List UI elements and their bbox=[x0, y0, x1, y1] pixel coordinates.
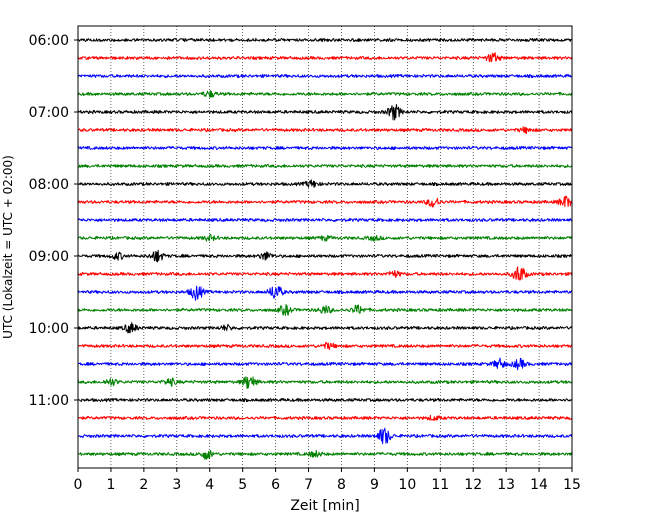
trace-1145 bbox=[77, 449, 573, 460]
y-axis-ticks: 06:00 07:00 08:00 09:00 10:00 11:00 bbox=[29, 33, 78, 409]
x-tick-label: 4 bbox=[205, 477, 214, 493]
y-tick-label: 08:00 bbox=[29, 177, 69, 193]
x-tick-label: 14 bbox=[530, 477, 548, 493]
x-tick-label: 12 bbox=[464, 477, 482, 493]
trace-1000 bbox=[77, 322, 573, 334]
trace-0730 bbox=[77, 145, 573, 151]
trace-0930 bbox=[77, 285, 573, 301]
y-tick-label: 11:00 bbox=[29, 393, 69, 409]
trace-1045 bbox=[77, 376, 573, 389]
trace-1100 bbox=[77, 397, 573, 403]
x-tick-label: 7 bbox=[304, 477, 313, 493]
trace-0715 bbox=[77, 126, 573, 135]
trace-0845 bbox=[77, 233, 573, 242]
x-tick-label: 9 bbox=[370, 477, 379, 493]
x-tick-label: 0 bbox=[74, 477, 83, 493]
y-tick-label: 07:00 bbox=[29, 105, 69, 121]
x-tick-label: 11 bbox=[431, 477, 449, 493]
x-axis-ticks: 0 1 2 3 4 5 6 7 8 9 10 11 12 13 14 15 bbox=[74, 468, 581, 493]
trace-0615 bbox=[77, 52, 573, 63]
plot-frame bbox=[77, 25, 573, 469]
x-tick-label: 6 bbox=[271, 477, 280, 493]
x-tick-label: 2 bbox=[139, 477, 148, 493]
x-tick-label: 15 bbox=[563, 477, 581, 493]
y-axis-title: UTC (Lokalzeit = UTC + 02:00) bbox=[1, 155, 15, 339]
trace-0745 bbox=[77, 163, 573, 169]
x-tick-label: 8 bbox=[337, 477, 346, 493]
y-tick-label: 10:00 bbox=[29, 321, 69, 337]
x-tick-label: 3 bbox=[172, 477, 181, 493]
trace-0830 bbox=[77, 217, 573, 223]
trace-1115 bbox=[77, 414, 573, 421]
trace-0815 bbox=[77, 195, 573, 208]
trace-1130 bbox=[77, 427, 573, 445]
y-tick-label: 09:00 bbox=[29, 249, 69, 265]
trace-0945 bbox=[77, 303, 573, 316]
trace-0900 bbox=[77, 249, 573, 263]
trace-1015 bbox=[77, 341, 573, 351]
trace-0915 bbox=[77, 266, 573, 281]
x-tick-label: 10 bbox=[398, 477, 416, 493]
y-tick-label: 06:00 bbox=[29, 33, 69, 49]
trace-0700 bbox=[77, 104, 573, 121]
trace-0800 bbox=[77, 179, 573, 188]
x-tick-label: 5 bbox=[238, 477, 247, 493]
trace-0630 bbox=[77, 73, 573, 79]
trace-1030 bbox=[77, 357, 573, 371]
trace-lines bbox=[77, 37, 573, 460]
x-axis-title: Zeit [min] bbox=[290, 498, 359, 514]
x-tick-label: 13 bbox=[497, 477, 515, 493]
trace-0600 bbox=[77, 37, 573, 43]
trace-0645 bbox=[77, 90, 573, 98]
x-tick-label: 1 bbox=[106, 477, 115, 493]
